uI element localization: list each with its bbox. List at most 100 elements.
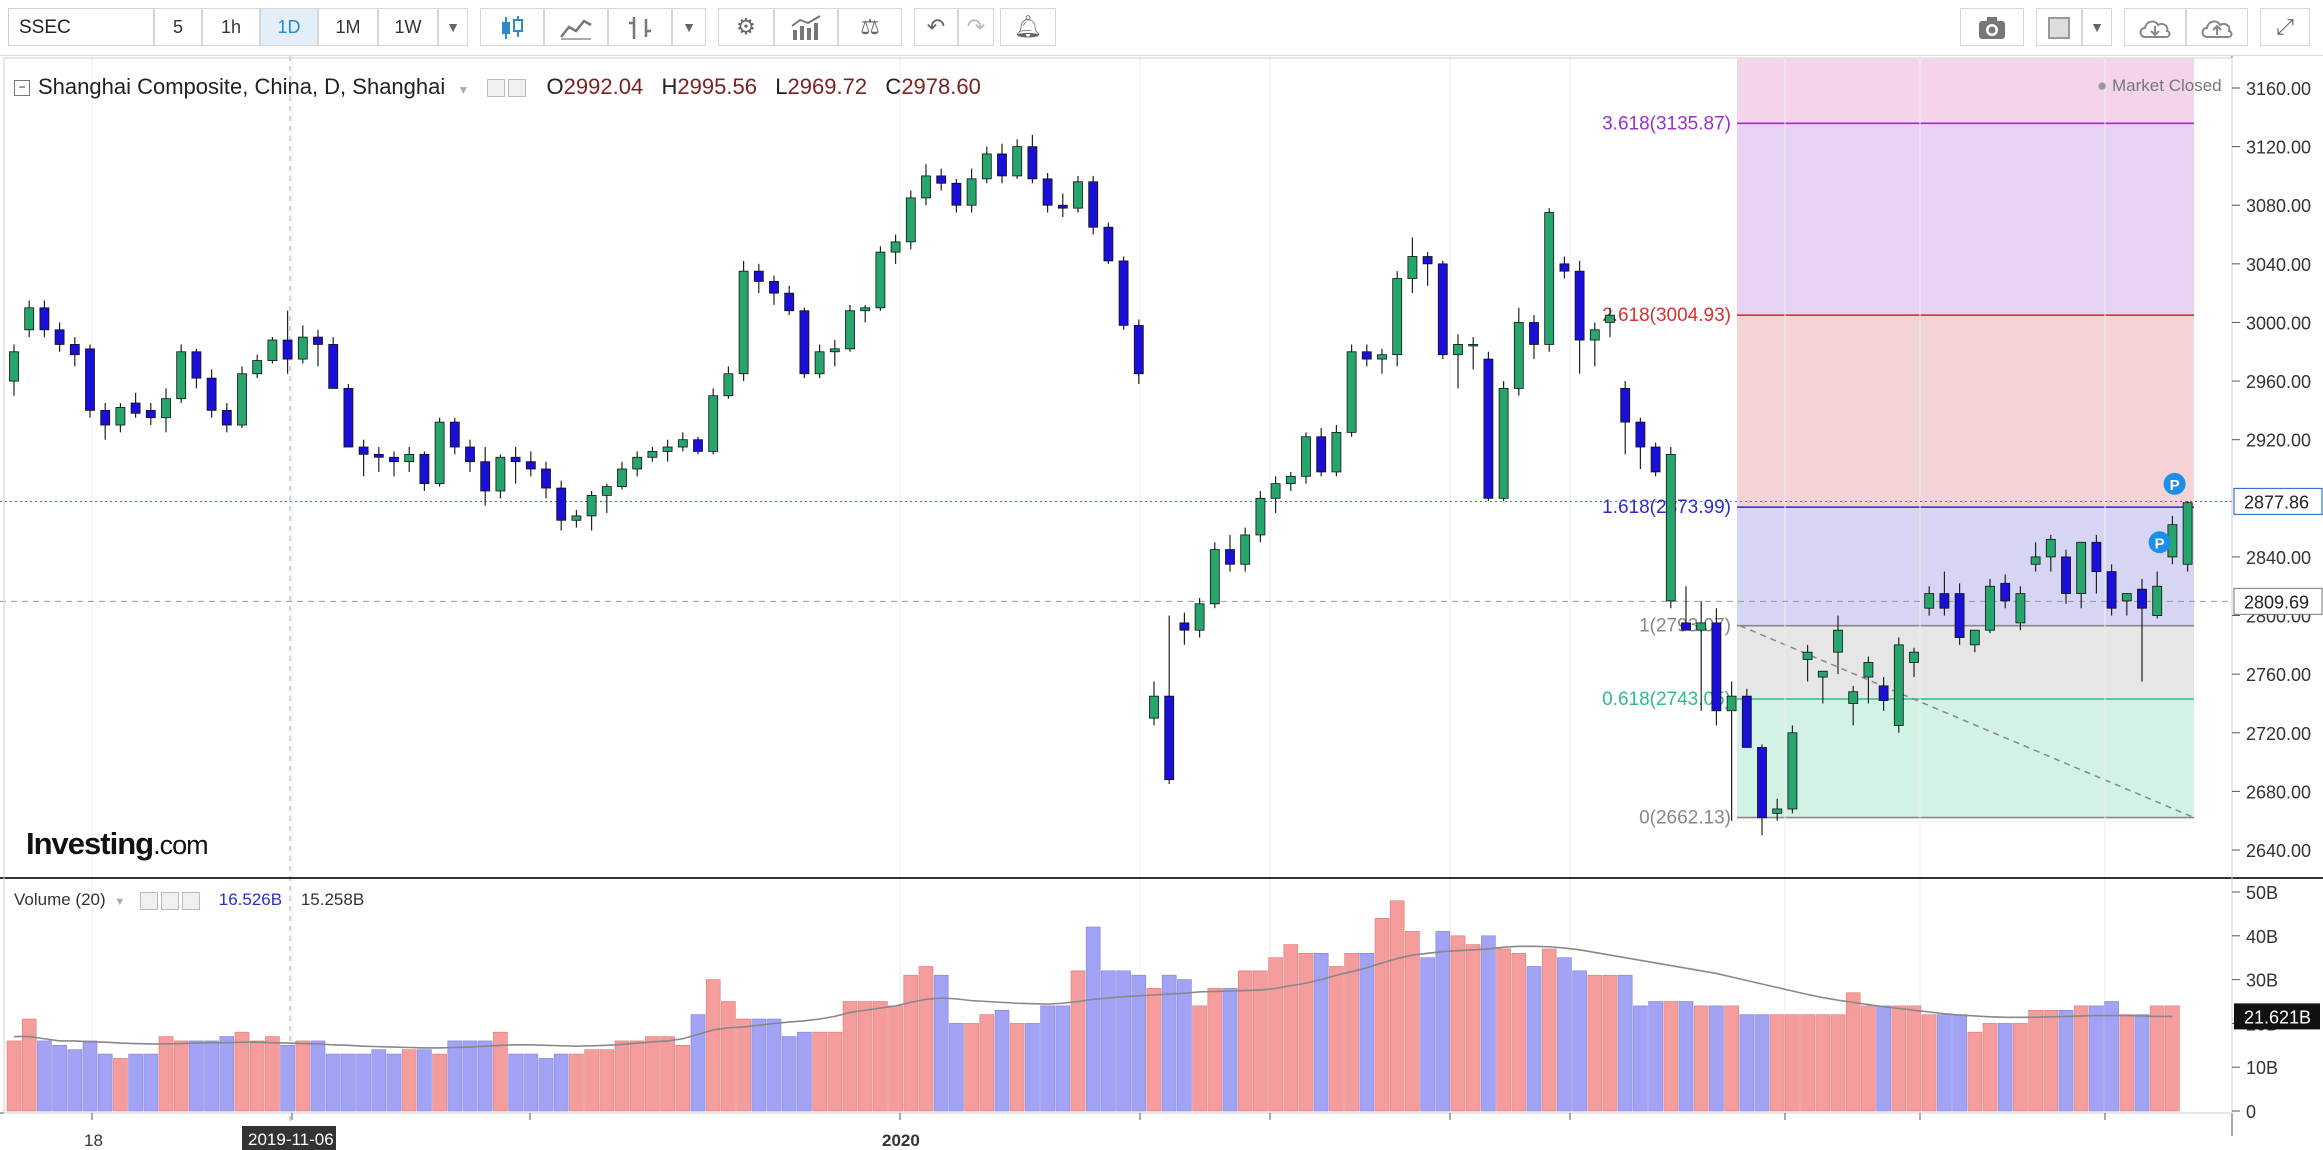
volume-bar bbox=[1283, 944, 1299, 1112]
fib-zone bbox=[1737, 507, 2194, 626]
price-tick-label: 2680.00 bbox=[2246, 782, 2311, 802]
candles-style-icon[interactable] bbox=[480, 8, 544, 46]
line-style-icon[interactable] bbox=[544, 8, 608, 46]
volume-bar bbox=[812, 1031, 827, 1112]
volume-bar bbox=[1450, 935, 1466, 1112]
candle-body bbox=[510, 456, 521, 463]
candle-body bbox=[1133, 324, 1144, 375]
volume-bar bbox=[295, 1040, 311, 1112]
candle-body bbox=[1468, 344, 1479, 347]
market-status: ● Market Closed bbox=[2097, 76, 2222, 96]
candle-body bbox=[206, 377, 217, 411]
volume-bar bbox=[1405, 931, 1420, 1112]
last-volume-label: 21.621B bbox=[2244, 1007, 2311, 1027]
candle-body bbox=[708, 395, 719, 452]
volume-bar bbox=[113, 1058, 128, 1112]
interval-1d-button[interactable]: 1D bbox=[260, 8, 318, 46]
volume-bar bbox=[447, 1040, 463, 1112]
volume-bar bbox=[1207, 988, 1223, 1112]
volume-close-icon[interactable] bbox=[182, 891, 201, 910]
volume-dropdown-icon[interactable]: ▼ bbox=[114, 896, 126, 908]
volume-bar bbox=[1526, 966, 1542, 1112]
volume-bar bbox=[1025, 1023, 1040, 1112]
candle-body bbox=[1361, 351, 1372, 360]
cloud-upload-icon[interactable] bbox=[2186, 8, 2248, 46]
fib-zone bbox=[1737, 698, 2194, 818]
volume-visibility-icon[interactable] bbox=[140, 891, 159, 910]
interval-1m-button[interactable]: 1M bbox=[318, 8, 378, 46]
candle-body bbox=[1909, 651, 1919, 663]
volume-bar bbox=[1161, 974, 1177, 1112]
fib-zone bbox=[1737, 625, 2194, 699]
candle-body bbox=[1453, 344, 1463, 356]
volume-tick-label: 0 bbox=[2246, 1102, 2256, 1122]
candle-body bbox=[404, 453, 415, 463]
visibility-icon[interactable] bbox=[487, 79, 506, 98]
candle-body bbox=[2152, 585, 2163, 616]
cloud-download-icon[interactable] bbox=[2124, 8, 2186, 46]
volume-bar bbox=[918, 966, 934, 1112]
camera-icon[interactable] bbox=[1960, 8, 2024, 46]
candle-body bbox=[221, 409, 232, 426]
bars-style-icon[interactable] bbox=[608, 8, 672, 46]
volume-bar bbox=[1724, 1005, 1739, 1112]
chart-style-dropdown-icon[interactable]: ▼ bbox=[672, 8, 706, 46]
fib-level-label: 0.618(2743.05) bbox=[1602, 689, 1731, 710]
volume-bar bbox=[660, 1036, 675, 1112]
volume-bar bbox=[1070, 970, 1086, 1112]
candle-body bbox=[1696, 622, 1707, 631]
undo-icon[interactable]: ↶ bbox=[914, 8, 958, 46]
candle-body bbox=[951, 182, 962, 206]
plot-frame bbox=[3, 57, 2233, 1114]
symbol-input[interactable]: SSEC bbox=[8, 8, 154, 46]
candle-body bbox=[890, 241, 901, 253]
volume-bar bbox=[751, 1018, 767, 1112]
x-crosshair-label: 2019-11-06 bbox=[248, 1130, 334, 1149]
candle-body bbox=[358, 446, 369, 455]
candle-body bbox=[1301, 436, 1311, 477]
volume-bar bbox=[2043, 1009, 2059, 1112]
candle-body bbox=[1969, 629, 1980, 646]
candle-body bbox=[1893, 644, 1904, 726]
settings-small-icon[interactable] bbox=[508, 79, 527, 98]
candle-body bbox=[738, 270, 749, 375]
layout-square-icon[interactable] bbox=[2036, 8, 2082, 46]
fullscreen-icon[interactable]: ⤢ bbox=[2260, 8, 2310, 46]
interval-1w-button[interactable]: 1W bbox=[378, 8, 438, 46]
candle-body bbox=[1985, 585, 1995, 631]
volume-bar bbox=[690, 1014, 706, 1112]
volume-bar bbox=[614, 1040, 630, 1112]
candle-body bbox=[191, 351, 202, 379]
logo-name: Investing bbox=[26, 826, 154, 861]
compare-scale-icon[interactable]: ⚖ bbox=[838, 8, 902, 46]
redo-icon[interactable]: ↷ bbox=[958, 8, 994, 46]
indicators-icon[interactable] bbox=[774, 8, 838, 46]
candle-body bbox=[54, 329, 65, 345]
chart-canvas[interactable]: 3.618(3135.87)2.618(3004.93)1.618(2873.9… bbox=[0, 56, 2323, 1150]
volume-legend: Volume (20) ▼ 16.526B 15.258B bbox=[14, 890, 364, 910]
collapse-icon[interactable]: − bbox=[14, 80, 30, 97]
volume-bar bbox=[2104, 1001, 2119, 1112]
layout-dropdown-icon[interactable]: ▼ bbox=[2082, 8, 2112, 46]
market-status-text: Market Closed bbox=[2112, 76, 2222, 95]
candle-body bbox=[1863, 662, 1874, 678]
position-marker-label: P bbox=[2155, 535, 2165, 552]
volume-value-1: 16.526B bbox=[218, 890, 283, 909]
fib-zone bbox=[1737, 123, 2194, 316]
interval-5-button[interactable]: 5 bbox=[154, 8, 202, 46]
candle-body bbox=[145, 409, 156, 419]
candle-body bbox=[1057, 204, 1068, 209]
volume-settings-icon[interactable] bbox=[161, 891, 180, 910]
gear-icon[interactable]: ⚙ bbox=[718, 8, 774, 46]
candle-body bbox=[1255, 497, 1266, 536]
last-price-label: 2877.86 bbox=[2244, 492, 2309, 512]
title-dropdown-icon[interactable]: ▼ bbox=[457, 83, 470, 97]
volume-bar bbox=[1602, 974, 1618, 1112]
volume-bar bbox=[1420, 957, 1435, 1112]
volume-bar bbox=[1982, 1023, 1998, 1112]
candle-body bbox=[1209, 549, 1220, 605]
alert-bell-icon[interactable]: 🔔︎ bbox=[1000, 8, 1056, 46]
candle-body bbox=[1605, 314, 1615, 323]
interval-1h-button[interactable]: 1h bbox=[202, 8, 260, 46]
interval-dropdown-icon[interactable]: ▼ bbox=[438, 8, 468, 46]
